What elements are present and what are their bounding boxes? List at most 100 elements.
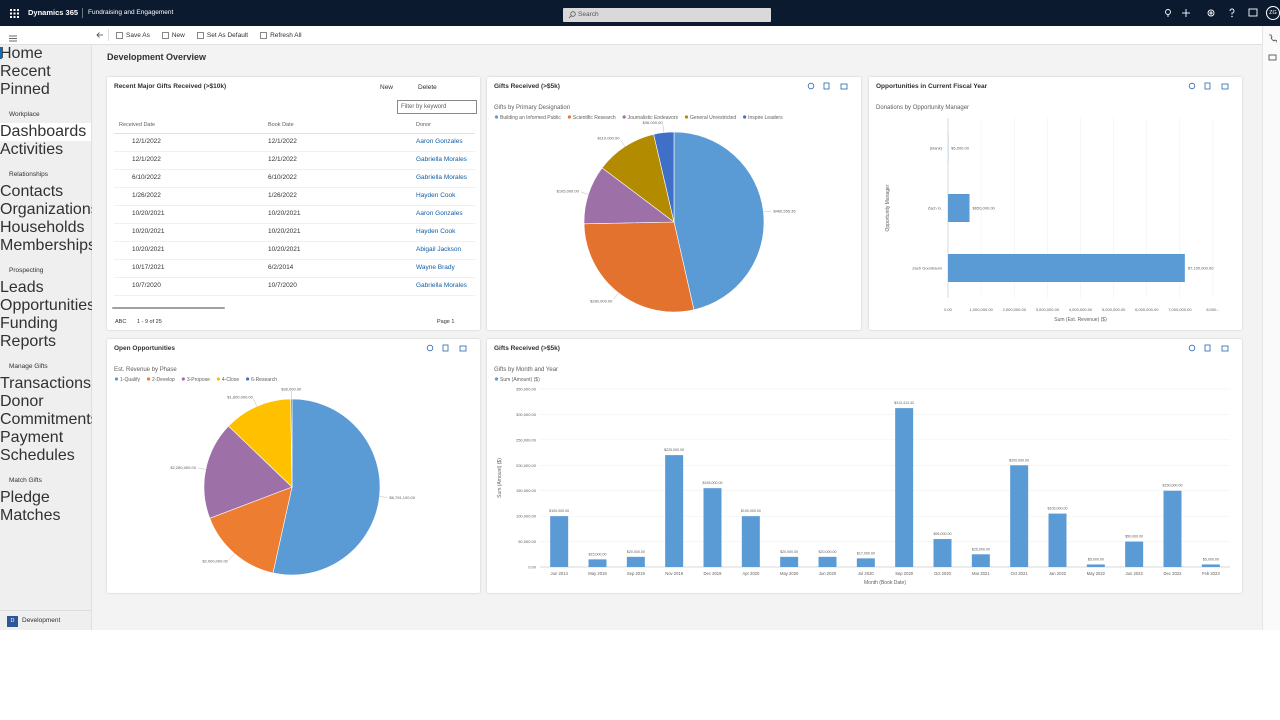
bar xyxy=(971,554,990,567)
card-title: Gifts Received (>$5k) xyxy=(494,345,560,352)
column-header[interactable]: Book Date xyxy=(268,122,294,128)
donor-link[interactable]: Wayne Brady xyxy=(416,264,455,271)
y-tick-label: (blank) xyxy=(930,146,943,151)
selected-indicator xyxy=(0,47,2,59)
pie-slice xyxy=(653,131,675,223)
bar xyxy=(1086,564,1105,567)
nav-item[interactable]: Funding Reports xyxy=(0,315,91,351)
pie-slice xyxy=(228,398,293,488)
x-tick-label: Feb 2023 xyxy=(1202,571,1220,576)
nav-item[interactable]: Home xyxy=(0,45,91,63)
donor-link[interactable]: Abigail Jackson xyxy=(416,246,462,253)
nav-item[interactable]: Dashboards xyxy=(0,47,91,141)
legend-swatch xyxy=(494,377,499,381)
card-actions[interactable] xyxy=(1188,344,1232,352)
nav-item[interactable]: Contacts xyxy=(0,183,91,201)
legend-label: General Unrestricted xyxy=(690,115,736,121)
nav-item[interactable]: Payment Schedules xyxy=(0,429,91,465)
footer-alphabet[interactable]: ABC xyxy=(115,319,127,325)
nav-label: Households xyxy=(0,219,85,236)
leader-line xyxy=(763,210,772,213)
nav-item[interactable]: Pledge Matches xyxy=(0,489,91,525)
right-rail xyxy=(1262,26,1280,630)
x-tick-label: 3,000,000.00 xyxy=(1036,307,1060,312)
nav-section-title: Workplace xyxy=(9,111,40,118)
command-button[interactable]: Save As xyxy=(116,32,150,39)
data-label: $50,000.00 xyxy=(1125,535,1143,539)
filter-box[interactable]: Filter by keyword xyxy=(397,100,477,114)
pie-slice xyxy=(290,398,293,488)
date-cell: 1/26/2022 xyxy=(268,192,297,199)
back-button[interactable] xyxy=(96,31,104,39)
product-name: Dynamics 365 xyxy=(28,8,79,17)
bar xyxy=(741,516,760,567)
donor-link[interactable]: Gabriella Morales xyxy=(416,156,467,163)
row-divider xyxy=(114,295,475,296)
nav-label: Payment Schedules xyxy=(0,429,75,464)
donor-link[interactable]: Gabriella Morales xyxy=(416,174,467,181)
data-label: $17,000.00 xyxy=(857,551,875,555)
nav-item[interactable]: Memberships xyxy=(0,237,96,255)
area-switcher[interactable]: D Development xyxy=(0,610,91,631)
donor-link[interactable]: Gabriella Morales xyxy=(416,282,467,289)
donor-link[interactable]: Aaron Gonzales xyxy=(416,210,463,217)
donor-link[interactable]: Aaron Gonzales xyxy=(416,138,463,145)
nav-item[interactable]: Households xyxy=(0,219,91,237)
dashboard-card: Gifts Received (>$5k) Gifts by Primary De… xyxy=(487,77,861,330)
command-button[interactable]: Refresh All xyxy=(260,31,302,39)
nav-label: Home xyxy=(0,45,43,62)
x-tick-label: 4,000,000.00 xyxy=(1069,307,1093,312)
legend-swatch xyxy=(181,377,185,381)
column-header[interactable]: Donor xyxy=(416,122,431,128)
separator xyxy=(82,8,83,18)
nav-label: Leads xyxy=(0,279,44,296)
app-launcher[interactable] xyxy=(10,9,19,18)
rail-icons[interactable] xyxy=(1268,34,1277,64)
leader-line xyxy=(580,191,589,195)
bar xyxy=(818,556,837,567)
search-placeholder: Search xyxy=(578,11,599,18)
delete-button[interactable]: Delete xyxy=(418,84,437,91)
header-icons[interactable] xyxy=(1160,7,1270,19)
menu-toggle[interactable] xyxy=(9,35,17,42)
y-tick-label: 300,000.00 xyxy=(516,412,537,417)
new-button[interactable]: New xyxy=(380,84,394,91)
chart-subtitle: Gifts by Month and Year xyxy=(494,367,558,373)
nav-label: Contacts xyxy=(0,183,64,200)
card-actions[interactable] xyxy=(807,82,851,90)
card-actions[interactable] xyxy=(1188,82,1232,90)
nav-item[interactable]: Leads xyxy=(0,279,91,297)
nav-item[interactable]: Transactions xyxy=(0,375,91,393)
x-tick-label: Jun 2022 xyxy=(1126,571,1144,576)
nav-item[interactable]: Pinned xyxy=(0,81,91,99)
legend-label: Sum (Amount) ($) xyxy=(500,377,540,383)
nav-item[interactable]: Donor Commitments xyxy=(0,393,99,429)
y-tick-label: 50,000.00 xyxy=(518,539,537,544)
leader-line xyxy=(379,496,388,498)
data-label: $200,000.00 xyxy=(1009,458,1029,462)
nav-label: Pledge Matches xyxy=(0,489,61,524)
nav-item[interactable]: Organizations xyxy=(0,201,99,219)
dashboard-title[interactable]: Development Overview xyxy=(107,52,207,62)
search-box[interactable]: Search xyxy=(563,8,771,22)
nav-item[interactable]: Recent xyxy=(0,63,91,81)
user-avatar[interactable]: ZG xyxy=(1266,6,1280,20)
command-icon xyxy=(260,31,267,39)
date-cell: 6/10/2022 xyxy=(132,174,161,181)
x-tick-label: 2,000,000.00 xyxy=(1003,307,1027,312)
column-header[interactable]: Received Date xyxy=(119,122,156,128)
data-label: $2,280,000.00 xyxy=(170,465,196,470)
command-button[interactable]: New xyxy=(162,32,185,39)
nav-item[interactable]: Opportunities xyxy=(0,297,95,315)
legend-swatch xyxy=(114,377,119,381)
donor-link[interactable]: Hayden Cook xyxy=(416,228,456,235)
data-label: $280,000.00 xyxy=(590,298,613,303)
command-button[interactable]: Set As Default xyxy=(197,32,248,39)
x-tick-label: May 2020 xyxy=(780,571,799,576)
x-tick-label: 8,000... xyxy=(1206,307,1219,312)
nav-item[interactable]: Activities xyxy=(0,141,91,159)
card-actions[interactable] xyxy=(426,344,470,352)
footer-count: 1 - 9 of 25 xyxy=(137,319,162,325)
data-label: $105,000.00 xyxy=(1048,507,1068,511)
donor-link[interactable]: Hayden Cook xyxy=(416,192,456,199)
